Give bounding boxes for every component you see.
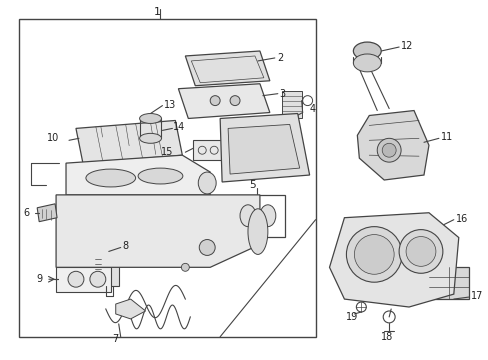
Text: 9: 9 <box>36 274 42 284</box>
Text: 13: 13 <box>163 100 175 109</box>
Polygon shape <box>185 51 269 86</box>
Circle shape <box>398 230 442 273</box>
Text: 4: 4 <box>309 104 315 113</box>
Text: 7: 7 <box>112 334 119 344</box>
Polygon shape <box>329 213 458 307</box>
Text: 16: 16 <box>455 214 467 224</box>
Ellipse shape <box>86 169 135 187</box>
Polygon shape <box>178 84 269 118</box>
Text: 10: 10 <box>47 133 59 143</box>
Circle shape <box>354 235 393 274</box>
Polygon shape <box>76 121 182 163</box>
Bar <box>56 267 111 292</box>
Text: 11: 11 <box>440 132 452 142</box>
Text: 6: 6 <box>23 208 29 218</box>
Bar <box>19 19 315 337</box>
Bar <box>281 91 301 118</box>
Bar <box>230 195 284 237</box>
Circle shape <box>199 239 215 255</box>
Polygon shape <box>37 204 57 222</box>
Circle shape <box>230 96 240 105</box>
Ellipse shape <box>260 205 275 227</box>
Bar <box>428 267 468 299</box>
Ellipse shape <box>90 271 105 287</box>
Polygon shape <box>66 155 210 195</box>
Ellipse shape <box>198 172 216 194</box>
Polygon shape <box>227 125 299 174</box>
Text: 5: 5 <box>249 180 256 190</box>
Ellipse shape <box>353 42 381 60</box>
Circle shape <box>181 264 189 271</box>
Circle shape <box>382 143 395 157</box>
Ellipse shape <box>240 205 255 227</box>
Text: 14: 14 <box>173 122 185 132</box>
Ellipse shape <box>68 271 84 287</box>
Circle shape <box>210 96 220 105</box>
Bar <box>193 140 223 160</box>
Ellipse shape <box>139 113 161 123</box>
Ellipse shape <box>138 168 183 184</box>
Text: 15: 15 <box>160 147 172 157</box>
Text: 8: 8 <box>122 242 128 252</box>
Ellipse shape <box>139 133 161 143</box>
Polygon shape <box>116 299 145 319</box>
Ellipse shape <box>247 209 267 255</box>
Text: 17: 17 <box>470 291 482 301</box>
Bar <box>101 255 119 286</box>
Polygon shape <box>220 113 309 182</box>
Circle shape <box>376 138 400 162</box>
Text: 18: 18 <box>380 332 392 342</box>
Text: 12: 12 <box>400 41 413 51</box>
Text: 19: 19 <box>346 312 358 322</box>
Polygon shape <box>357 111 428 180</box>
Text: 1: 1 <box>154 7 161 17</box>
Polygon shape <box>56 195 260 267</box>
Circle shape <box>346 227 401 282</box>
Text: 3: 3 <box>279 89 285 99</box>
Ellipse shape <box>353 54 381 72</box>
Circle shape <box>405 237 435 266</box>
Text: 2: 2 <box>276 53 283 63</box>
